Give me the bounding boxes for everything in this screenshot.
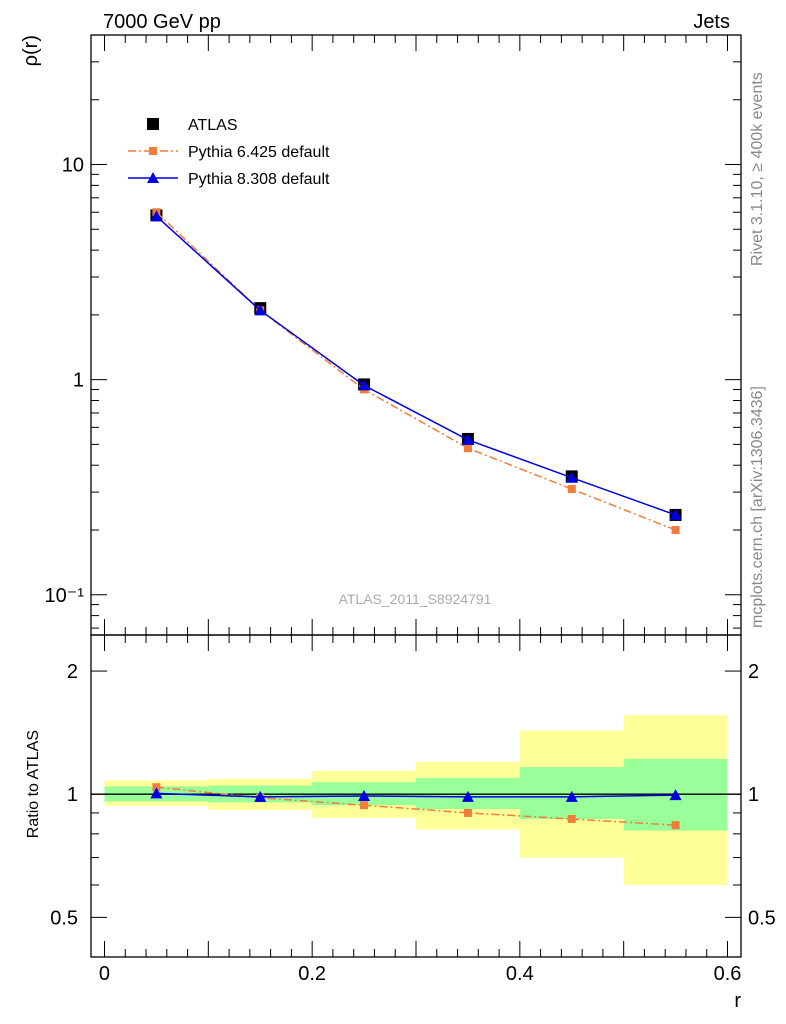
legend-label: Pythia 8.308 default bbox=[188, 171, 330, 188]
pythia8-ratio-marker bbox=[461, 790, 474, 802]
xtick-label: 0.6 bbox=[714, 963, 742, 985]
pythia8-main-marker bbox=[565, 471, 578, 483]
ratio-ytick-label-right: 1 bbox=[748, 784, 759, 806]
rivet-version-label: Rivet 3.1.10, ≥ 400k events bbox=[749, 72, 766, 266]
header-right: Jets bbox=[693, 11, 730, 33]
mcplots-label: mcplots.cern.ch [arXiv:1306.3436] bbox=[749, 386, 766, 628]
pythia8-ratio-line bbox=[156, 792, 676, 798]
pythia6-main-marker bbox=[671, 525, 680, 534]
legend-label: ATLAS bbox=[188, 117, 238, 134]
pythia6-ratio-marker bbox=[152, 783, 161, 792]
pythia8-main-marker bbox=[254, 304, 267, 316]
main-ytick-label: 1 bbox=[73, 370, 84, 392]
axis-ticks: 10⁻¹ 1 10 0.5 0.5 1 1 2 2 0 0.2 0.4 0.6 bbox=[45, 34, 776, 985]
pythia8-main-marker bbox=[669, 508, 682, 520]
pythia8-main-marker bbox=[461, 433, 474, 445]
pythia8-main-line bbox=[155, 215, 676, 516]
pythia8-ratio-marker bbox=[669, 789, 682, 801]
legend: ATLAS Pythia 6.425 default Pythia 8.308 de… bbox=[128, 117, 330, 188]
xtick-label: 0.4 bbox=[506, 963, 534, 985]
pythia6-ratio-marker bbox=[360, 801, 369, 810]
ratio-ytick-label-left: 0.5 bbox=[50, 907, 78, 929]
legend-atlas-marker bbox=[147, 118, 159, 130]
xtick-label: 0.2 bbox=[298, 963, 326, 985]
ratio-ytick-label-right: 2 bbox=[748, 661, 759, 683]
main-ytick-label: 10⁻¹ bbox=[45, 585, 85, 607]
pythia8-ratio-marker bbox=[358, 789, 371, 801]
ratio-ytick-label-left: 1 bbox=[67, 784, 78, 806]
pythia6-main-marker bbox=[463, 444, 472, 453]
pythia8-ratio-marker bbox=[150, 787, 163, 799]
ratio-ytick-label-right: 0.5 bbox=[748, 907, 776, 929]
header-left: 7000 GeV pp bbox=[103, 11, 221, 33]
analysis-id: ATLAS_2011_S8924791 bbox=[339, 591, 492, 607]
data-series bbox=[150, 208, 682, 830]
pythia6-ratio-marker bbox=[567, 814, 576, 823]
main-ytick-label: 10 bbox=[62, 155, 84, 177]
pythia8-main-marker bbox=[150, 210, 163, 222]
pythia6-ratio-marker bbox=[671, 821, 680, 830]
pythia8-ratio-marker bbox=[565, 790, 578, 802]
pythia6-ratio-marker bbox=[463, 808, 472, 817]
pythia8-ratio-marker bbox=[254, 790, 267, 802]
x-axis-label: r bbox=[734, 990, 741, 1012]
ratio-ytick-label-left: 2 bbox=[67, 661, 78, 683]
pythia6-main-line bbox=[155, 211, 676, 531]
main-y-axis-label: ρ(r) bbox=[20, 35, 42, 66]
pythia6-main-marker bbox=[567, 485, 576, 494]
pythia8-main-marker bbox=[358, 379, 371, 391]
legend-pythia8-marker bbox=[147, 172, 159, 183]
legend-label: Pythia 6.425 default bbox=[188, 144, 330, 161]
ratio-y-axis-label: Ratio to ATLAS bbox=[25, 730, 42, 838]
legend-pythia6-marker bbox=[149, 147, 157, 155]
xtick-label: 0 bbox=[99, 963, 110, 985]
uncertainty-bands bbox=[91, 715, 741, 885]
